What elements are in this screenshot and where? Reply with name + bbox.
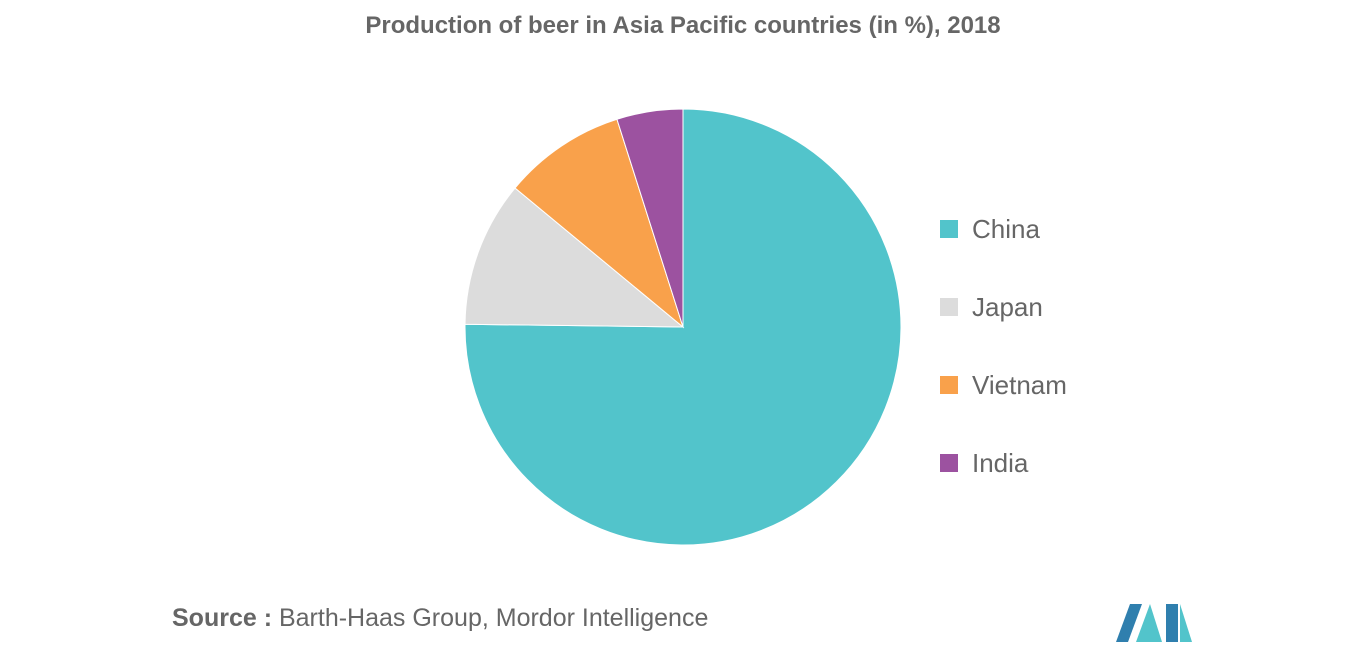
legend-label: China — [972, 213, 1040, 244]
legend-label: India — [972, 447, 1029, 478]
legend-item-vietnam: Vietnam — [940, 346, 1067, 424]
pie-slice-japan — [464, 187, 685, 328]
legend-swatch — [940, 220, 958, 238]
pie-slice-india — [616, 108, 684, 328]
legend-label: Vietnam — [972, 369, 1067, 400]
mordor-logo-icon — [1116, 604, 1192, 642]
legend-label: Japan — [972, 291, 1043, 322]
legend-swatch — [940, 376, 958, 394]
legend-item-china: China — [940, 190, 1067, 268]
legend-item-india: India — [940, 424, 1067, 502]
legend-swatch — [940, 454, 958, 472]
pie-slice-vietnam — [514, 118, 684, 329]
source-text: Barth-Haas Group, Mordor Intelligence — [272, 604, 709, 632]
legend: China Japan Vietnam India — [940, 190, 1067, 502]
chart-title: Production of beer in Asia Pacific count… — [365, 12, 1001, 39]
source-note: Source : Barth-Haas Group, Mordor Intell… — [172, 604, 708, 633]
legend-swatch — [940, 298, 958, 316]
source-label: Source : — [172, 604, 273, 632]
pie-slices — [464, 108, 902, 546]
legend-item-japan: Japan — [940, 268, 1067, 346]
